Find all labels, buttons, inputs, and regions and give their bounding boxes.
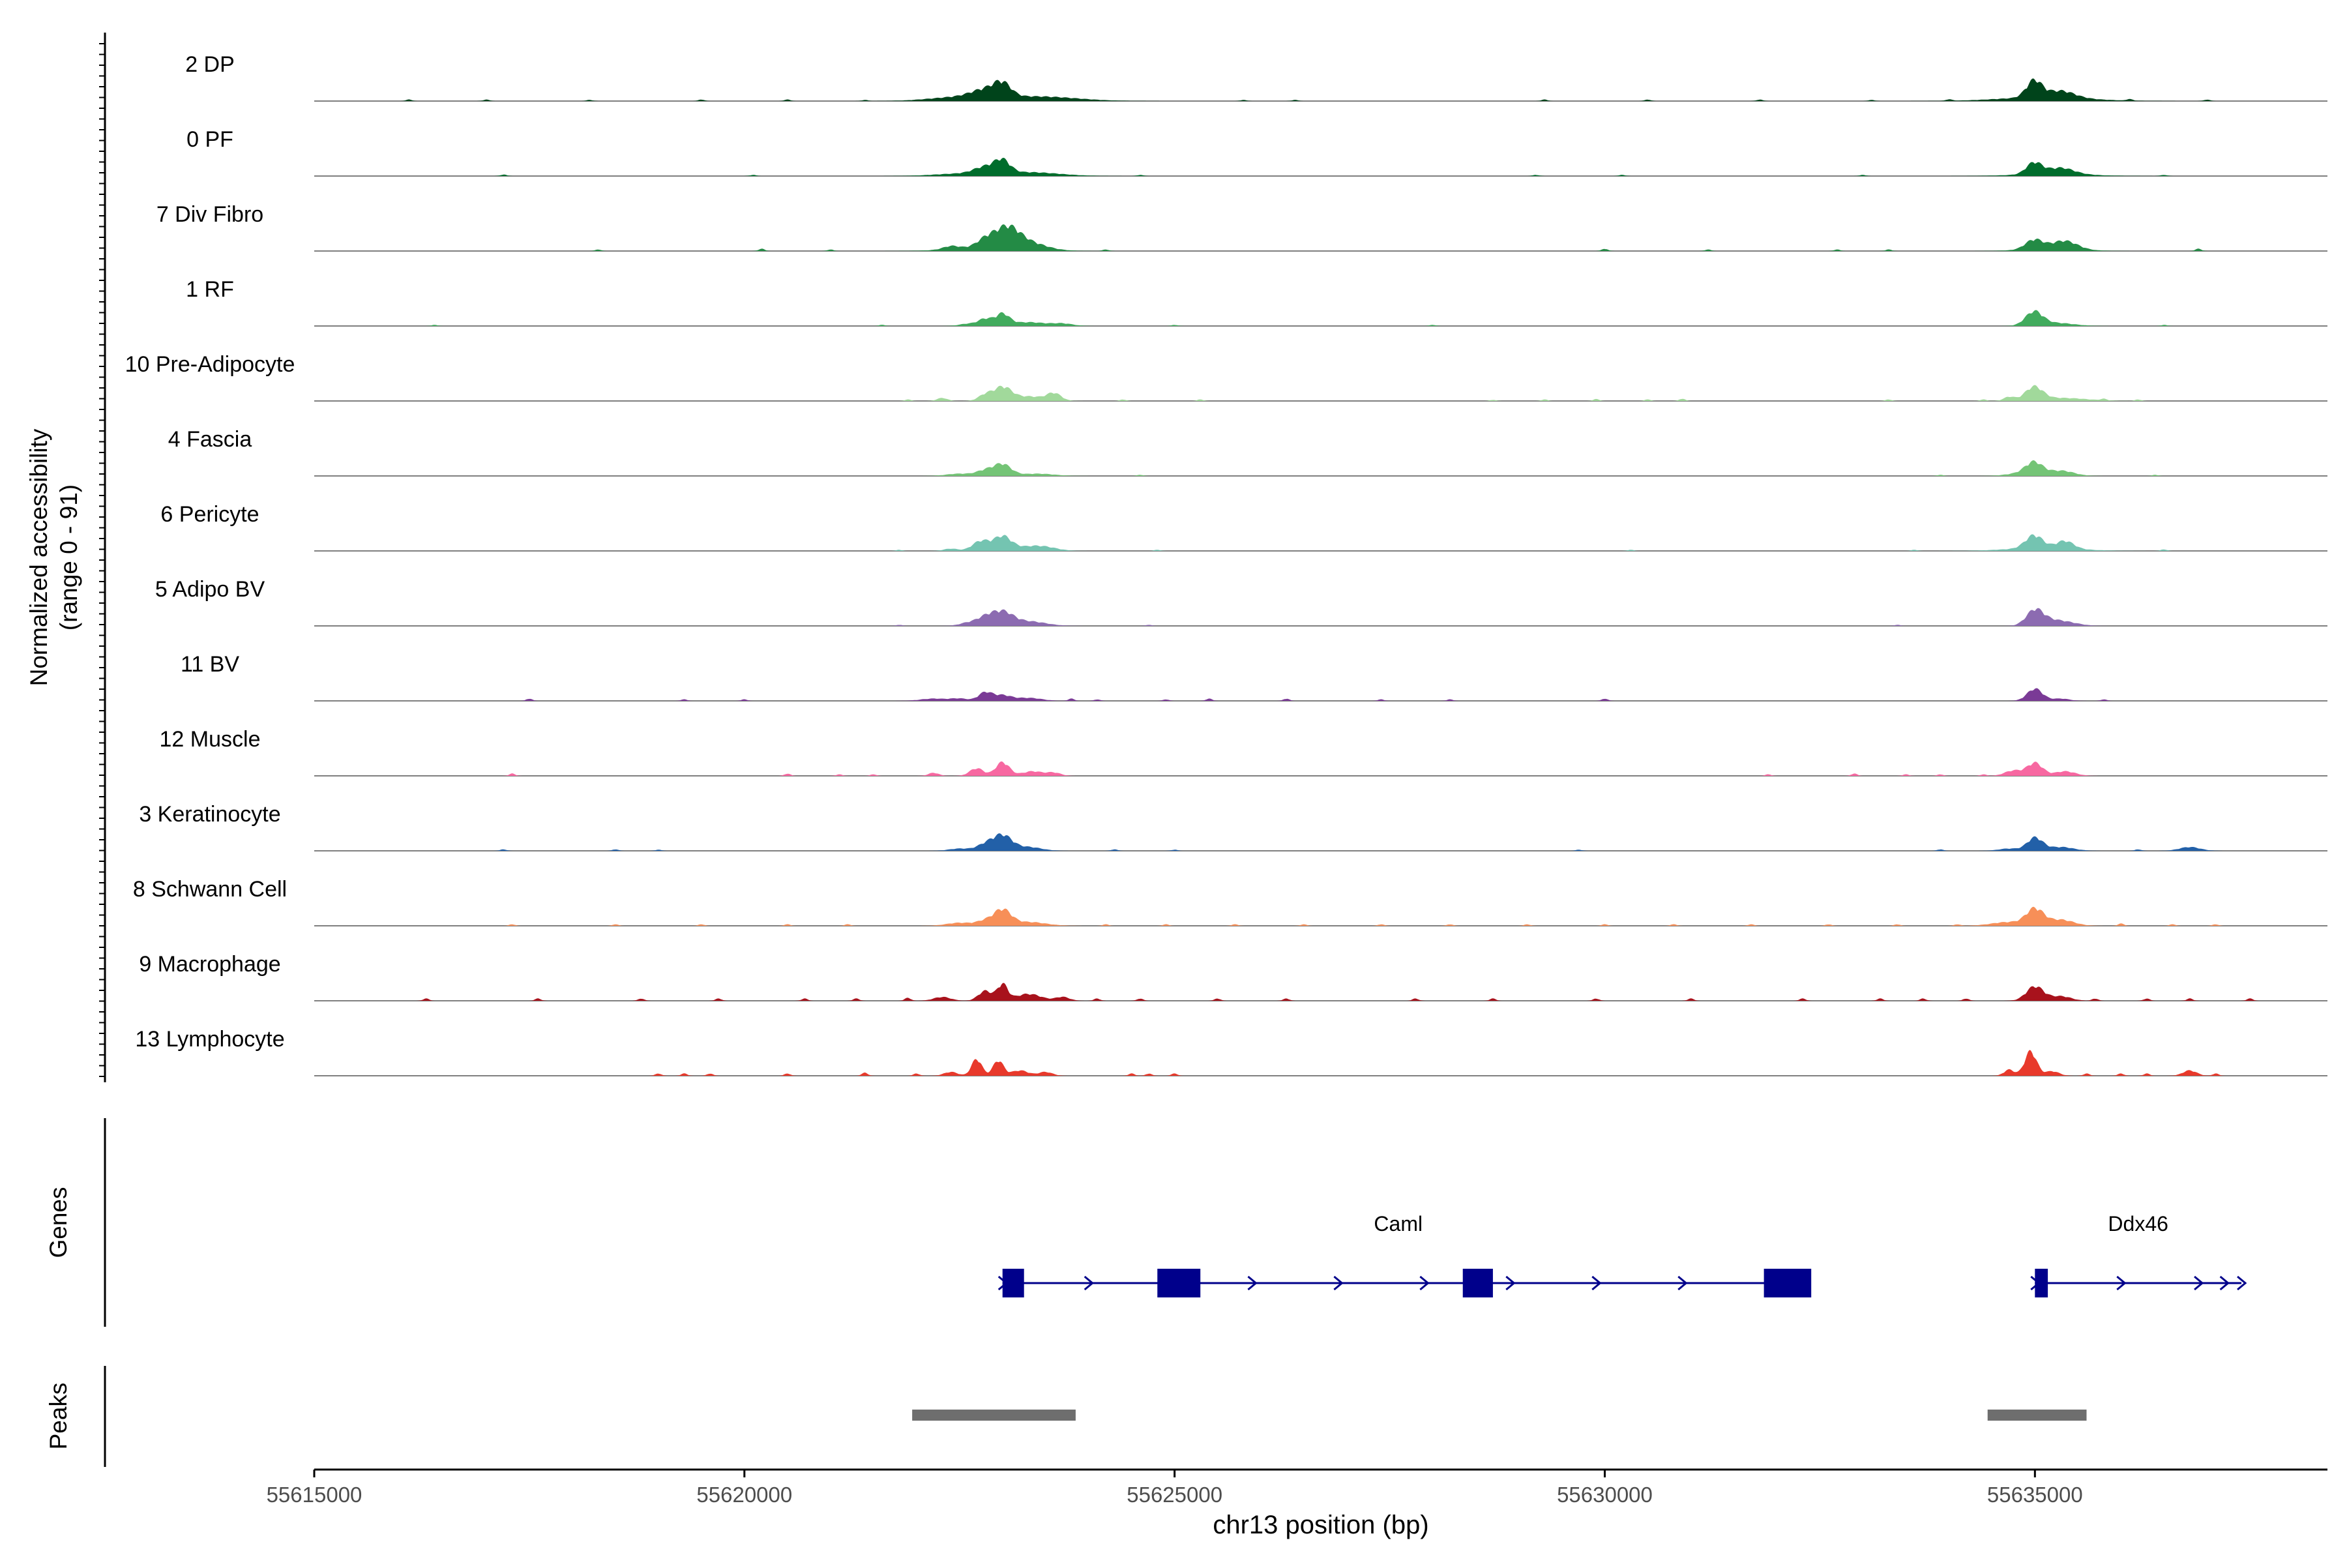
gene-exon: [1157, 1269, 1201, 1297]
track-coverage-area: [314, 310, 2327, 326]
gene-strand-arrow: [2219, 1275, 2230, 1291]
track-10: 12 Muscle: [160, 727, 2327, 777]
track-coverage-area: [314, 1050, 2327, 1076]
track-8: 5 Adipo BV: [155, 577, 2327, 627]
track-coverage-area: [314, 761, 2327, 776]
gene-exon: [2035, 1269, 2048, 1297]
track-label: 4 Fascia: [168, 427, 252, 452]
coverage-y-axis: [99, 33, 106, 1082]
track-5: 10 Pre-Adipocyte: [125, 352, 2327, 402]
track-coverage-area: [314, 534, 2327, 551]
track-label: 6 Pericyte: [160, 502, 259, 527]
x-axis-tick-label: 55615000: [267, 1483, 362, 1507]
track-coverage-area: [314, 385, 2327, 401]
track-2: 0 PF: [186, 127, 2327, 177]
track-label: 9 Macrophage: [139, 952, 280, 977]
gene-ddx46: Ddx46: [2030, 1212, 2247, 1297]
track-coverage-area: [314, 460, 2327, 476]
gene-strand-arrow: [2116, 1275, 2127, 1291]
peak-region-bar: [912, 1410, 1076, 1421]
track-coverage-area: [314, 833, 2327, 851]
gene-strand-arrow: [2237, 1275, 2247, 1291]
track-9: 11 BV: [181, 652, 2327, 702]
gene-strand-arrow: [1333, 1275, 1344, 1291]
x-axis-tick-label: 55635000: [1987, 1483, 2083, 1507]
track-13: 9 Macrophage: [139, 952, 2327, 1001]
track-coverage-area: [314, 224, 2327, 251]
track-label: 13 Lymphocyte: [135, 1027, 284, 1052]
gene-label: Caml: [1374, 1212, 1423, 1235]
x-axis-tick-label: 55630000: [1557, 1483, 1653, 1507]
track-label: 7 Div Fibro: [156, 202, 263, 227]
x-axis: 55615000 55620000 55625000 55630000 55635000: [267, 1468, 2327, 1507]
track-label: 12 Muscle: [160, 727, 261, 752]
track-coverage-area: [314, 608, 2327, 626]
track-3: 7 Div Fibro: [156, 202, 2327, 252]
y-axis-label-line1: Normalized accessibility: [25, 428, 52, 686]
track-12: 8 Schwann Cell: [133, 877, 2327, 926]
x-axis-tick-label: 55620000: [696, 1483, 792, 1507]
peaks-panel-label: Peaks: [45, 1383, 72, 1450]
track-coverage-area: [314, 688, 2327, 701]
track-11: 3 Keratinocyte: [139, 802, 2327, 851]
genes-panel: Genes Caml Ddx46: [45, 1118, 2247, 1327]
track-4: 1 RF: [186, 277, 2327, 327]
x-axis-tick-label: 55625000: [1127, 1483, 1222, 1507]
gene-strand-arrow: [1591, 1275, 1602, 1291]
track-label: 3 Keratinocyte: [139, 802, 280, 827]
track-label: 8 Schwann Cell: [133, 877, 287, 902]
gene-exon: [1764, 1269, 1812, 1297]
track-coverage-area: [314, 983, 2327, 1001]
track-label: 11 BV: [181, 652, 239, 677]
peaks-panel: Peaks: [45, 1366, 2087, 1467]
peak-region-bar: [1987, 1410, 2087, 1421]
gene-label: Ddx46: [2108, 1212, 2168, 1235]
track-6: 4 Fascia: [168, 427, 2327, 477]
track-1: 2 DP: [185, 52, 2327, 102]
gene-exon: [1002, 1269, 1024, 1297]
track-coverage-area: [314, 78, 2327, 101]
gene-strand-arrow: [1084, 1275, 1095, 1291]
y-axis-label-line2: (range 0 - 91): [55, 484, 82, 630]
track-coverage-area: [314, 158, 2327, 176]
track-label: 1 RF: [186, 277, 234, 302]
gene-strand-arrow: [1505, 1275, 1516, 1291]
track-label: 2 DP: [185, 52, 235, 77]
track-label: 0 PF: [186, 127, 233, 152]
track-label: 5 Adipo BV: [155, 577, 265, 602]
genes-panel-label: Genes: [45, 1187, 72, 1258]
track-14: 13 Lymphocyte: [135, 1027, 2327, 1076]
gene-strand-arrow: [1419, 1275, 1430, 1291]
gene-strand-arrow: [1247, 1275, 1258, 1291]
track-7: 6 Pericyte: [160, 502, 2327, 552]
x-axis-label: chr13 position (bp): [1213, 1511, 1428, 1539]
gene-caml: Caml: [997, 1212, 1812, 1297]
coverage-tracks: 2 DP 0 PF 7 Div Fibro 1 RF 10 Pre-Adipocyte 4…: [125, 52, 2327, 1076]
track-label: 10 Pre-Adipocyte: [125, 352, 295, 377]
gene-exon: [1462, 1269, 1493, 1297]
gene-strand-arrow: [2194, 1275, 2204, 1291]
gene-strand-arrow: [1677, 1275, 1688, 1291]
track-coverage-area: [314, 906, 2327, 926]
